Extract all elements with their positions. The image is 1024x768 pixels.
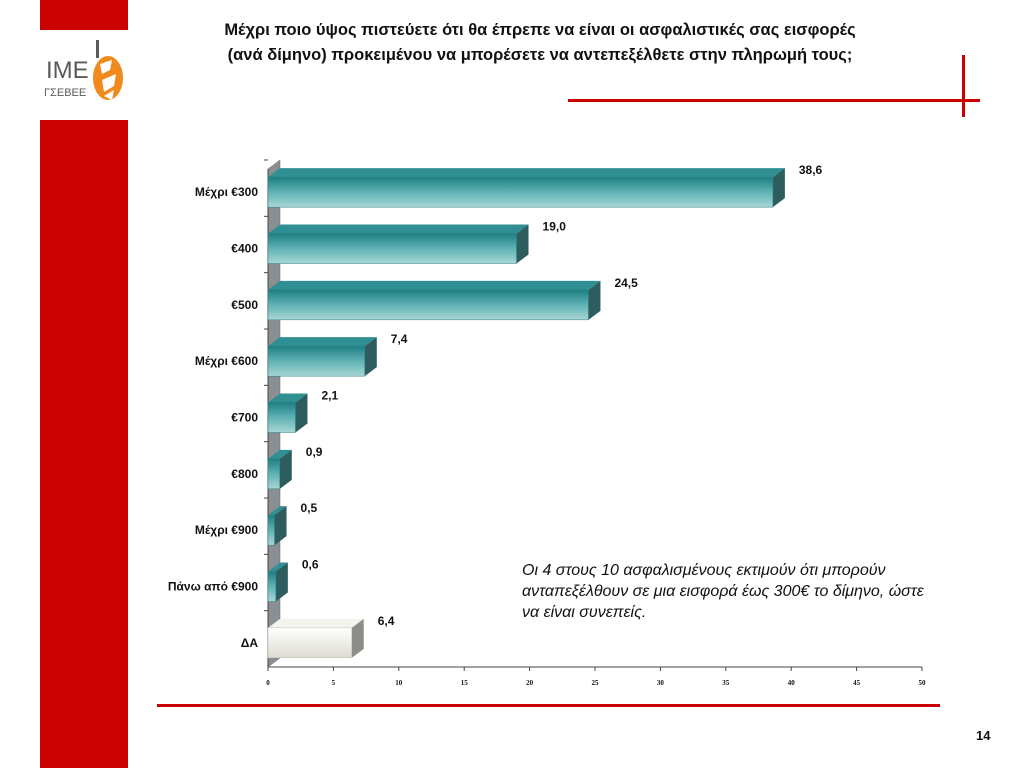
value-label: 0,5 — [301, 501, 318, 515]
bar-side — [772, 168, 785, 208]
x-tick-label: 25 — [592, 679, 600, 687]
bar-top — [268, 562, 288, 572]
category-label: Μέχρι €600 — [195, 354, 258, 368]
logo-text-top: IME — [46, 57, 89, 84]
slide-title: Μέχρι ποιο ύψος πιστεύετε ότι θα έπρεπε … — [150, 18, 930, 68]
x-tick-label: 35 — [722, 679, 730, 687]
value-label: 6,4 — [378, 614, 395, 628]
bar — [267, 402, 296, 433]
category-label: Πάνω από €900 — [168, 580, 258, 594]
category-label: €700 — [231, 411, 258, 425]
title-line-2: (ανά δίμηνο) προκειμένου να μπορέσετε να… — [227, 46, 853, 64]
category-label: €500 — [231, 298, 258, 312]
bar-top — [268, 506, 287, 516]
value-label: 0,6 — [302, 558, 319, 572]
bar-top — [268, 618, 364, 628]
x-tick-label: 10 — [395, 679, 403, 687]
bar — [267, 289, 589, 321]
value-label: 19,0 — [543, 220, 567, 234]
bottom-divider — [157, 704, 940, 707]
bar-side — [351, 618, 364, 658]
value-label: 2,1 — [321, 389, 338, 403]
bar — [267, 627, 352, 659]
bar-top — [268, 393, 308, 403]
x-tick-label: 20 — [526, 679, 534, 687]
bar — [267, 345, 366, 377]
bar-side — [588, 280, 601, 320]
category-label: Μέχρι €300 — [195, 185, 258, 199]
x-tick-label: 45 — [853, 679, 861, 687]
x-tick-label: 30 — [657, 679, 665, 687]
bar-side — [275, 562, 288, 602]
category-label: €400 — [231, 242, 258, 256]
value-label: 7,4 — [391, 332, 408, 346]
bar — [267, 458, 281, 490]
bar-side — [516, 224, 529, 264]
category-label: ΔΑ — [241, 636, 259, 650]
red-band-bottom — [40, 120, 128, 768]
category-label: Μέχρι €900 — [195, 523, 258, 537]
category-label: €800 — [231, 467, 258, 481]
value-label: 24,5 — [614, 276, 638, 290]
title-cross-mark — [962, 55, 965, 117]
bar — [267, 571, 277, 602]
bar-top — [268, 280, 601, 290]
x-tick-label: 0 — [266, 679, 270, 687]
bar-side — [274, 506, 287, 546]
page-number: 14 — [976, 728, 991, 743]
title-underline — [568, 99, 980, 102]
value-label: 38,6 — [799, 163, 823, 177]
red-band-top — [40, 0, 128, 30]
bar — [267, 176, 774, 208]
bar-side — [364, 337, 377, 377]
logo-text-bottom: ΓΣΕΒΕΕ — [44, 87, 86, 99]
x-tick-label: 15 — [461, 679, 469, 687]
x-tick-label: 5 — [332, 679, 336, 687]
bar-top — [268, 337, 377, 347]
bar — [267, 233, 517, 264]
bar-top — [268, 168, 785, 178]
annotation-note: Οι 4 στους 10 ασφαλισμένους εκτιμούν ότι… — [522, 562, 924, 621]
x-tick-label: 50 — [919, 679, 927, 687]
bar-top — [268, 224, 529, 234]
bar-side — [279, 449, 292, 489]
bar — [267, 514, 275, 546]
bar-side — [295, 393, 308, 433]
ime-gsevee-logo: IME ΓΣΕΒΕΕ — [40, 30, 128, 120]
x-tick-label: 40 — [788, 679, 796, 687]
value-label: 0,9 — [306, 445, 323, 459]
title-line-1: Μέχρι ποιο ύψος πιστεύετε ότι θα έπρεπε … — [224, 21, 856, 39]
bar-top — [268, 449, 292, 459]
